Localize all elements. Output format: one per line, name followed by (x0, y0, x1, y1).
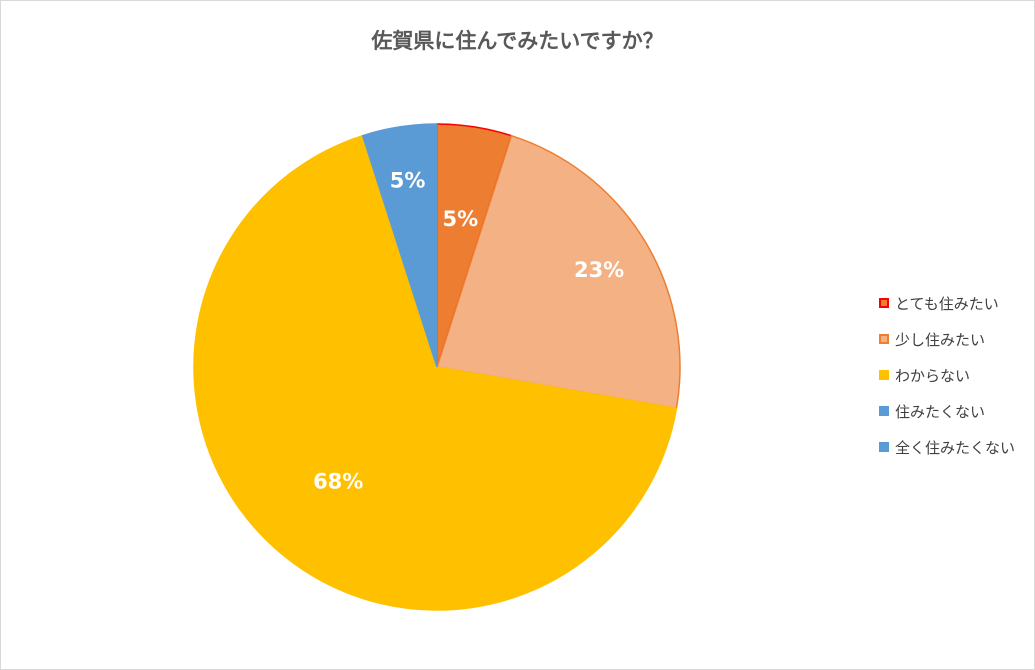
legend-swatch (879, 406, 889, 416)
data-label-1: 5% (442, 207, 478, 231)
pie-slice-3 (193, 134, 678, 611)
legend-label: わからない (895, 366, 971, 385)
legend-label: とても住みたい (895, 294, 999, 313)
legend-swatch (879, 298, 889, 308)
data-label-3: 68% (313, 470, 363, 494)
pie-slice-4 (361, 123, 438, 368)
chart-legend: とても住みたい 少し住みたい わからない住みたくない全く住みたくない (879, 285, 1015, 465)
legend-swatch (879, 370, 889, 380)
data-label-4: 5% (390, 169, 426, 193)
chart-title: 佐賀県に住んでみたいですか？ (371, 29, 664, 53)
legend-item: 全く住みたくない (879, 429, 1015, 465)
legend-label: 少し住みたい (895, 330, 986, 349)
legend-swatch (879, 442, 889, 452)
pie-slice-2 (436, 134, 681, 410)
legend-label: 全く住みたくない (895, 438, 1016, 457)
legend-swatch (879, 334, 889, 344)
legend-label: 住みたくない (895, 402, 986, 421)
data-label-2: 23% (574, 258, 624, 282)
legend-item: 住みたくない (879, 393, 1015, 429)
legend-item: 少し住みたい (879, 321, 1015, 357)
legend-item: とても住みたい (879, 285, 1015, 321)
legend-item: わからない (879, 357, 1015, 393)
